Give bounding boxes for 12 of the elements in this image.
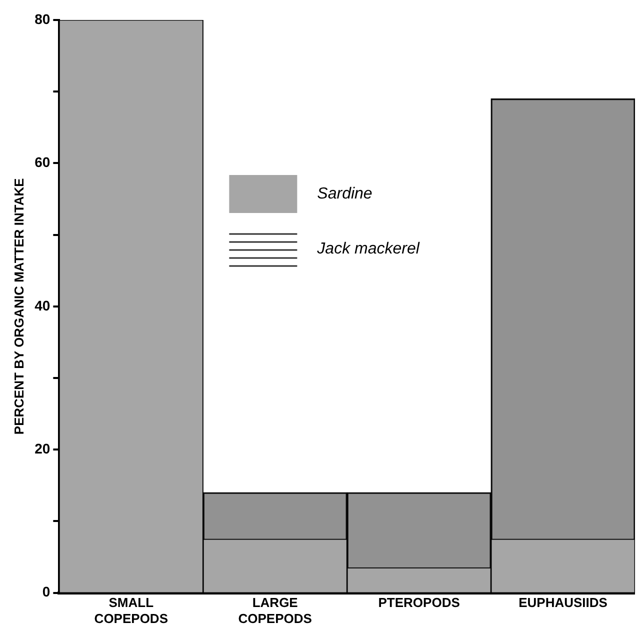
y-tick-label: 20 [34,440,50,456]
y-axis-title: PERCENT BY ORGANIC MATTER INTAKE [11,178,26,435]
y-tick-label: 40 [34,297,50,314]
x-tick-label: SMALL COPEPODS [94,595,168,626]
x-tick-label: EUPHAUSIIDS [518,595,608,610]
x-tick-label: PTEROPODS [378,595,460,610]
y-tick-label: 60 [34,154,50,170]
legend-label: Sardine [317,185,372,202]
y-tick-label: 80 [34,10,50,27]
y-tick-label: 0 [42,584,50,600]
legend-label: Jack mackerel [316,240,420,258]
x-tick-label: LARGE COPEPODS [238,595,312,626]
